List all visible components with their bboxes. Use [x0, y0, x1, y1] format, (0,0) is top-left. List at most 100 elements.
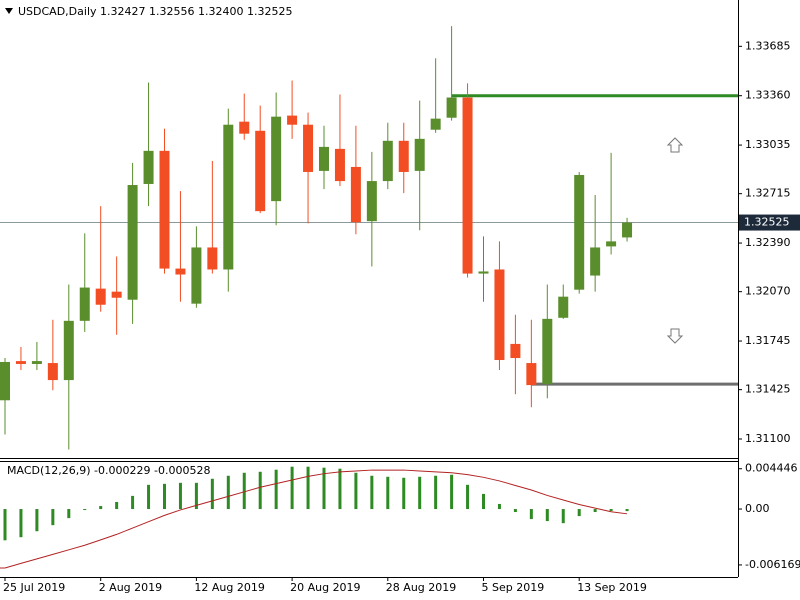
macd-bar — [609, 509, 613, 512]
last-price-label: 1.32525 — [744, 216, 790, 229]
macd-bar — [290, 466, 294, 510]
candle-body — [558, 296, 569, 318]
macd-bar — [242, 472, 246, 510]
y-tick-label: 1.33360 — [745, 89, 791, 102]
candle-body — [271, 116, 282, 202]
candle-body — [478, 271, 489, 274]
macd-bar — [322, 467, 326, 510]
candle-body — [63, 320, 74, 381]
macd-bar — [35, 509, 39, 532]
macd-bar — [3, 509, 7, 541]
candle-body — [223, 124, 234, 270]
macd-bar — [370, 475, 374, 510]
macd-bar — [210, 478, 214, 510]
x-tick-label: 2 Aug 2019 — [99, 581, 162, 594]
y-tick-label: -0.006169 — [745, 558, 800, 571]
macd-bar — [258, 471, 262, 510]
candle-body — [79, 287, 90, 321]
macd-bar — [19, 509, 23, 538]
macd-bar — [147, 484, 151, 510]
y-tick-label: 1.31425 — [745, 383, 791, 396]
macd-bar — [99, 506, 103, 510]
candle-body — [366, 181, 377, 222]
candle-body — [31, 361, 42, 364]
macd-bar — [306, 466, 310, 510]
candle-body — [526, 363, 537, 386]
macd-bar — [593, 509, 597, 513]
macd-bar — [577, 509, 581, 517]
candle-body — [287, 115, 298, 125]
macd-bar — [625, 509, 629, 512]
macd-bar — [51, 509, 55, 526]
candle-body — [398, 140, 409, 172]
candle-body — [542, 318, 553, 385]
macd-bar — [402, 477, 406, 510]
candle-body — [95, 288, 106, 305]
y-tick-label: 0.004446 — [745, 462, 798, 475]
macd-bar — [194, 482, 198, 510]
macd-bar — [131, 495, 135, 510]
candle-body — [303, 124, 314, 172]
y-tick-label: 1.33035 — [745, 138, 791, 151]
candle-body — [319, 146, 329, 171]
candle-body — [127, 185, 138, 300]
candle-body — [494, 269, 505, 361]
candle-body — [446, 97, 457, 118]
candle-body — [207, 247, 218, 270]
macd-bar — [450, 474, 454, 510]
candle-body — [15, 361, 26, 364]
macd-bar — [418, 476, 422, 510]
macd-bar — [226, 475, 230, 510]
y-tick-label: 1.32390 — [745, 236, 791, 249]
y-tick-label: 1.33685 — [745, 39, 791, 52]
macd-bar — [67, 509, 71, 519]
candle-body — [430, 118, 441, 130]
candle-body — [334, 148, 345, 182]
up-arrow — [666, 137, 684, 153]
menu-triangle[interactable] — [5, 8, 13, 14]
macd-bar — [386, 476, 390, 510]
macd-bar — [561, 509, 565, 524]
macd-bar — [434, 475, 438, 510]
candle-body — [622, 222, 633, 238]
y-tick-label: 1.32715 — [745, 187, 791, 200]
price-plot — [0, 26, 738, 450]
y-tick-label: 1.31745 — [745, 334, 791, 347]
candle-body — [382, 140, 393, 182]
candle-body — [350, 166, 361, 223]
y-tick-label: 1.32070 — [745, 285, 791, 298]
candle-body — [47, 363, 58, 381]
x-tick-label: 20 Aug 2019 — [290, 581, 360, 594]
x-tick-label: 12 Aug 2019 — [194, 581, 264, 594]
macd-bar — [529, 509, 533, 520]
candle-body — [606, 241, 617, 247]
macd-bar — [115, 501, 119, 510]
x-tick-label: 28 Aug 2019 — [386, 581, 456, 594]
macd-bar — [83, 509, 87, 511]
macd-bar — [513, 509, 517, 513]
macd-plot — [0, 466, 629, 569]
macd-bar — [178, 482, 182, 510]
last-price-box — [739, 214, 800, 231]
y-tick-label: 1.31100 — [745, 432, 791, 445]
candle-body — [574, 174, 585, 290]
x-tick-label: 25 Jul 2019 — [3, 581, 65, 594]
candle-body — [255, 130, 266, 212]
candle-body — [159, 150, 170, 269]
candle-body — [0, 361, 10, 401]
macd-bar — [482, 493, 485, 510]
down-arrow — [666, 328, 684, 344]
candle-body — [414, 138, 425, 171]
candle-body — [143, 150, 154, 184]
candle-body — [462, 97, 473, 274]
candle-body — [111, 291, 122, 298]
macd-bar — [497, 503, 501, 510]
y-tick-label: 0.00 — [745, 502, 770, 515]
macd-bar — [163, 483, 166, 510]
candle-body — [191, 247, 202, 304]
candle-body — [510, 343, 521, 359]
chart-title: USDCAD,Daily 1.32427 1.32556 1.32400 1.3… — [18, 5, 292, 18]
